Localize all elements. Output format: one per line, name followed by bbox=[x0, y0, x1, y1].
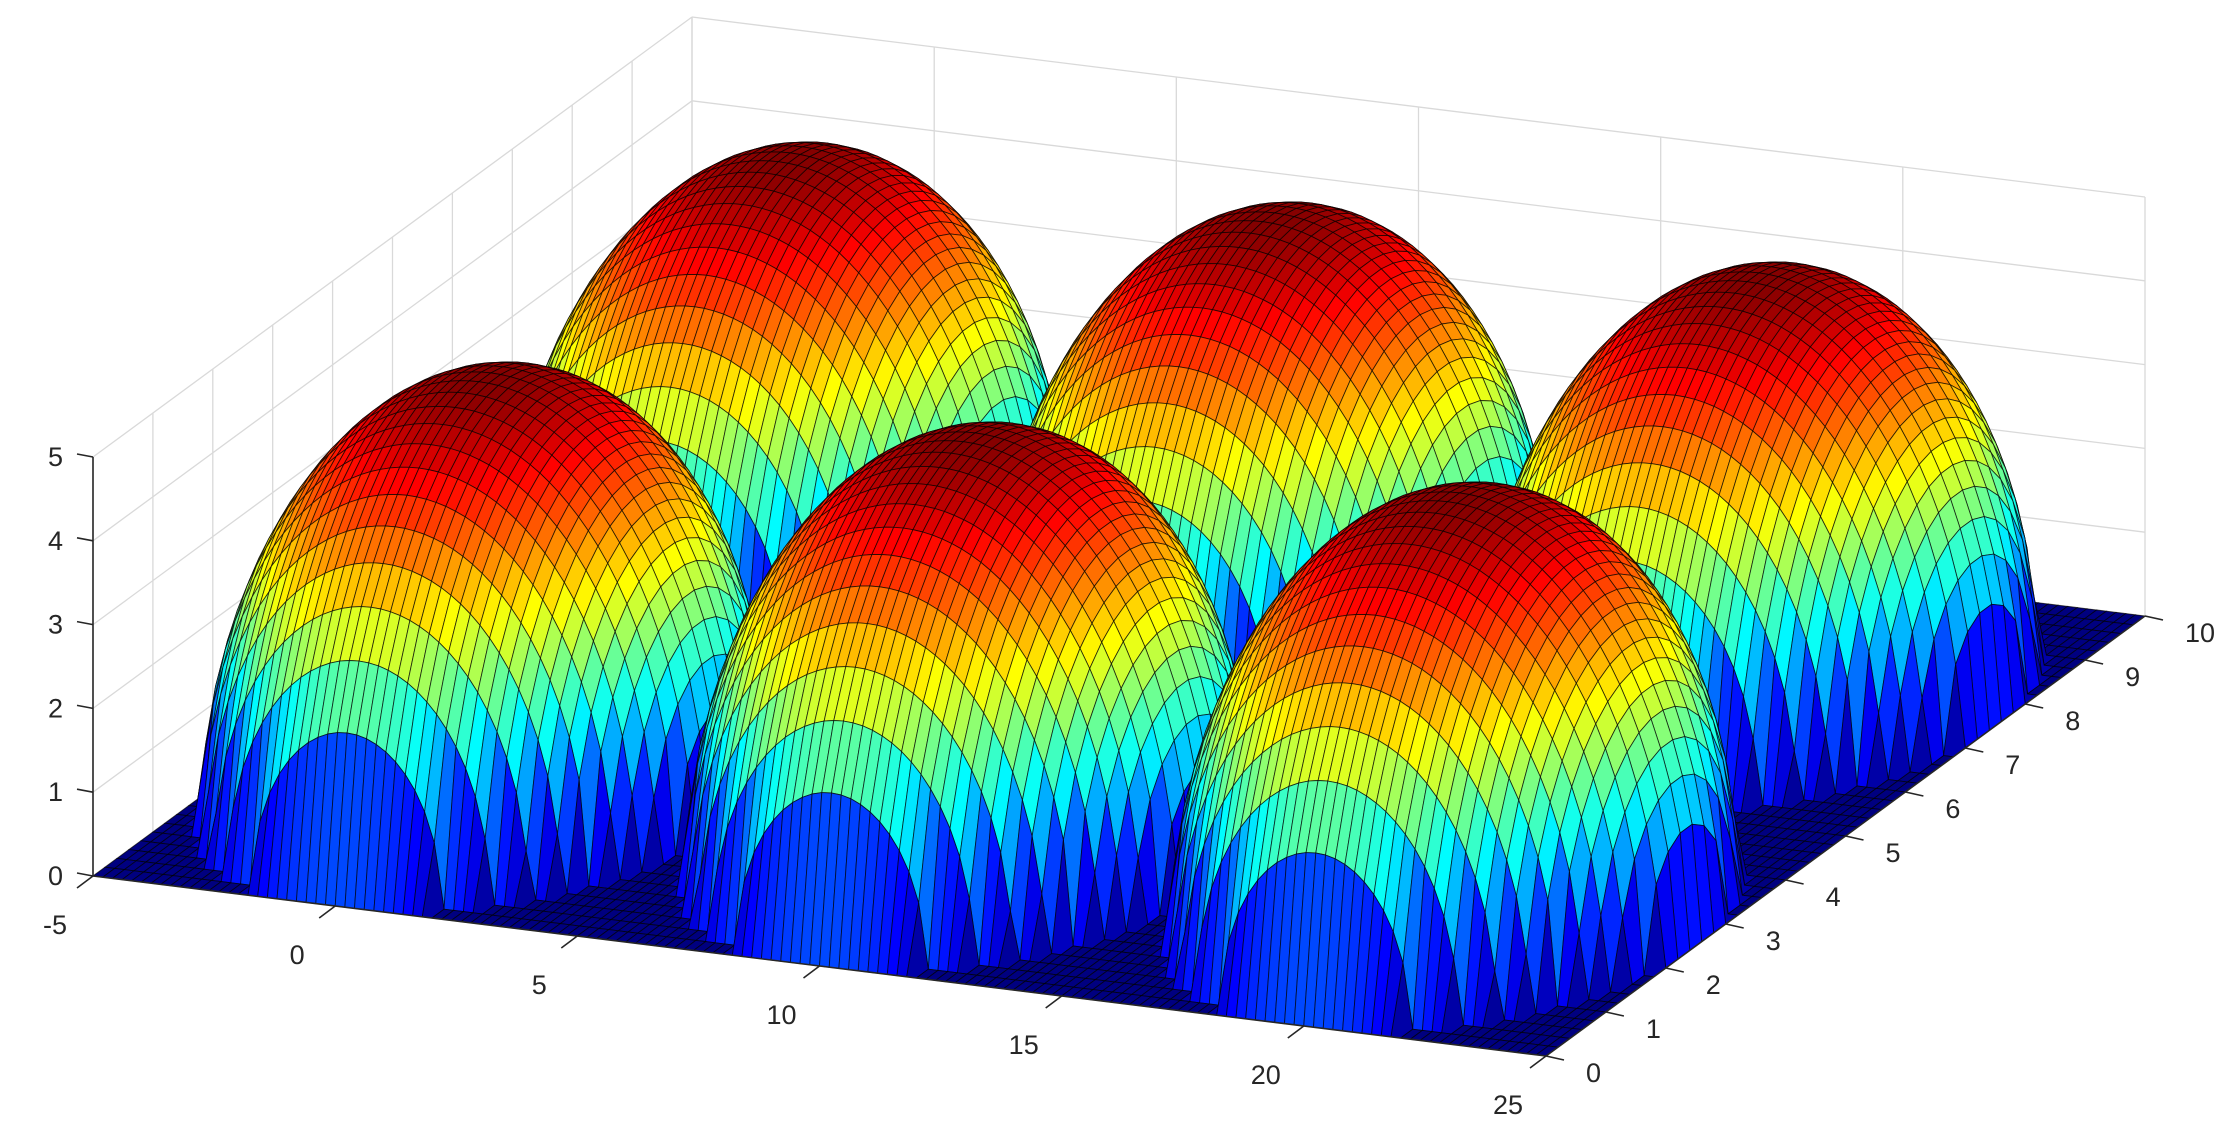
grid-line bbox=[92, 16, 693, 458]
grid-line bbox=[691, 16, 2146, 198]
surface-mesh bbox=[91, 141, 2147, 1057]
grid-line bbox=[92, 100, 693, 542]
grid-line bbox=[691, 100, 2146, 282]
